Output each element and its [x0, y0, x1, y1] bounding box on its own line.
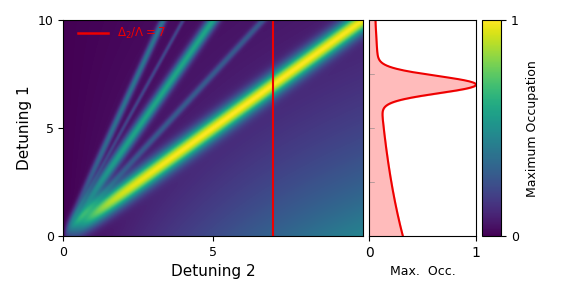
Y-axis label: Detuning 1: Detuning 1: [17, 86, 32, 170]
Y-axis label: Maximum Occupation: Maximum Occupation: [526, 60, 539, 196]
X-axis label: Max.  Occ.: Max. Occ.: [390, 266, 456, 278]
Text: $\Delta_2/\Lambda = 7$: $\Delta_2/\Lambda = 7$: [118, 26, 166, 41]
X-axis label: Detuning 2: Detuning 2: [171, 264, 256, 279]
